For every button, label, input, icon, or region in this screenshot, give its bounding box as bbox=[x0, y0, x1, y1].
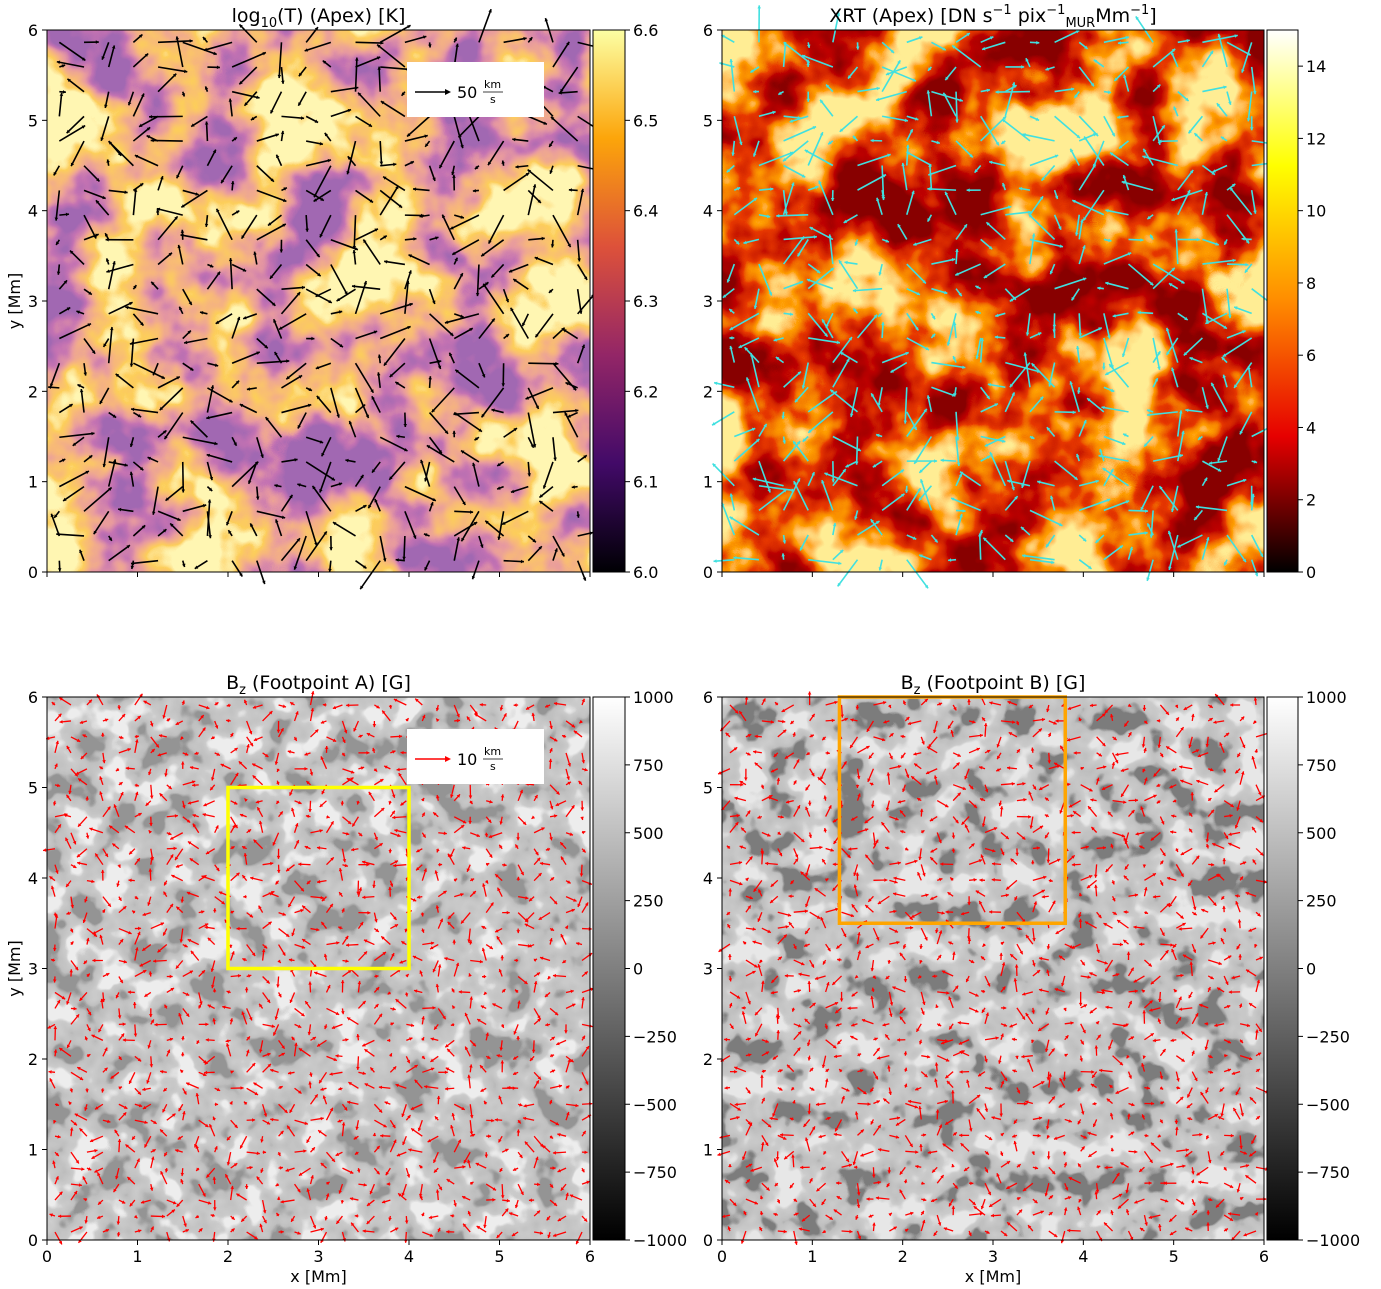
colorbar-tick-label: 12 bbox=[1306, 129, 1326, 148]
title-part: MUR bbox=[1065, 16, 1095, 31]
quiver-arrow-head bbox=[757, 5, 761, 8]
title-part: (T) (Apex) [K] bbox=[277, 5, 405, 27]
colorbar-tick-label: 10 bbox=[1306, 202, 1326, 221]
y-tick-label: 3 bbox=[28, 960, 38, 979]
y-tick-label: 4 bbox=[28, 869, 38, 888]
colorbar-tick-label: 8 bbox=[1306, 274, 1316, 293]
y-tick-label: 3 bbox=[28, 292, 38, 311]
title-part: 10 bbox=[261, 16, 278, 31]
quiver-arrow bbox=[857, 437, 858, 465]
y-axis-label: y [Mm] bbox=[5, 273, 24, 329]
x-tick-label: 3 bbox=[313, 1247, 323, 1266]
colorbar-tick-label: 6.3 bbox=[633, 292, 658, 311]
quiver-arrow bbox=[504, 561, 524, 562]
y-tick-label: 2 bbox=[703, 382, 713, 401]
colorbar-tick-label: −750 bbox=[633, 1163, 677, 1182]
x-tick-label: 1 bbox=[132, 1247, 142, 1266]
y-tick-label: 3 bbox=[703, 292, 713, 311]
y-tick-label: 6 bbox=[28, 21, 38, 40]
panel-title: log10(T) (Apex) [K] bbox=[232, 5, 406, 31]
colorbar-tick-label: 1000 bbox=[633, 688, 674, 707]
x-tick-label: 0 bbox=[42, 1247, 52, 1266]
x-tick-label: 6 bbox=[585, 1247, 595, 1266]
colorbar-tick-label: 0 bbox=[633, 960, 643, 979]
title-part: log bbox=[232, 5, 261, 27]
panel-title: XRT (Apex) [DN s−1 pix−1MURMm−1] bbox=[829, 3, 1156, 31]
quiver-arrow bbox=[356, 42, 384, 43]
colorbar-tick-label: 2 bbox=[1306, 491, 1316, 510]
quiver-key-unit-den: s bbox=[490, 93, 496, 106]
colorbar bbox=[1267, 30, 1298, 572]
y-tick-label: 5 bbox=[28, 111, 38, 130]
quiver-arrow bbox=[379, 67, 380, 92]
colorbar-tick-label: 6.0 bbox=[633, 563, 658, 582]
y-tick-label: 0 bbox=[28, 563, 38, 582]
y-tick-label: 4 bbox=[703, 202, 713, 221]
quiver-key-unit-num: km bbox=[484, 78, 501, 91]
quiver-arrow bbox=[183, 462, 184, 493]
y-tick-label: 2 bbox=[28, 1050, 38, 1069]
quiver-arrow bbox=[1227, 264, 1248, 265]
quiver-arrow bbox=[404, 536, 405, 560]
quiver-arrow bbox=[980, 533, 981, 559]
colorbar bbox=[593, 697, 625, 1240]
y-tick-label: 2 bbox=[28, 382, 38, 401]
panel-title: Bz (Footpoint A) [G] bbox=[226, 672, 411, 698]
y-tick-label: 5 bbox=[703, 111, 713, 130]
y-tick-label: 0 bbox=[703, 563, 713, 582]
title-part: (Footpoint A) [G] bbox=[246, 672, 411, 694]
title-part: ] bbox=[1149, 5, 1156, 27]
x-tick-label: 4 bbox=[404, 1247, 414, 1266]
title-part: B bbox=[226, 672, 239, 694]
colorbar-tick-label: 6.2 bbox=[633, 382, 658, 401]
colorbar-tick-label: 6.4 bbox=[633, 202, 658, 221]
colorbar-tick-label: −500 bbox=[633, 1095, 677, 1114]
colorbar-tick-label: 6 bbox=[1306, 346, 1316, 365]
x-axis-label: x [Mm] bbox=[290, 1267, 346, 1286]
title-part: −1 bbox=[1046, 3, 1065, 18]
y-axis-label: y [Mm] bbox=[5, 940, 24, 996]
title-part: −1 bbox=[992, 3, 1011, 18]
heatmap-field bbox=[722, 30, 1264, 572]
y-tick-label: 4 bbox=[28, 202, 38, 221]
colorbar-tick-label: 6.1 bbox=[633, 473, 658, 492]
y-tick-label: 1 bbox=[28, 473, 38, 492]
y-tick-label: 6 bbox=[28, 688, 38, 707]
quiver-key-unit-num: km bbox=[484, 745, 501, 758]
y-tick-label: 6 bbox=[703, 21, 713, 40]
colorbar-tick-label: 4 bbox=[1306, 418, 1316, 437]
quiver-key-unit-den: s bbox=[490, 760, 496, 773]
colorbar-tick-label: 14 bbox=[1306, 57, 1326, 76]
quiver-arrow bbox=[776, 215, 808, 216]
quiver-arrow-head bbox=[808, 692, 812, 695]
colorbar-tick-label: −250 bbox=[633, 1027, 677, 1046]
quiver-arrow bbox=[151, 140, 183, 141]
colorbar-tick-label: 6.5 bbox=[633, 111, 658, 130]
colorbar-tick-label: 0 bbox=[1306, 563, 1316, 582]
heatmap-field bbox=[722, 697, 1264, 1240]
quiver-key-value: 50 bbox=[457, 83, 477, 102]
y-tick-label: 5 bbox=[28, 779, 38, 798]
colorbar-tick-label: 500 bbox=[633, 824, 664, 843]
colorbar-tick-label: −1000 bbox=[633, 1231, 687, 1250]
quiver-arrow-head bbox=[714, 559, 717, 563]
colorbar-tick-label: 750 bbox=[633, 756, 664, 775]
colorbar-tick-label: 6.6 bbox=[633, 21, 658, 40]
title-part: Mm bbox=[1095, 5, 1130, 27]
x-tick-label: 5 bbox=[494, 1247, 504, 1266]
quiver-key-value: 10 bbox=[457, 750, 477, 769]
title-part: −1 bbox=[1130, 3, 1149, 18]
title-part: XRT (Apex) [DN s bbox=[829, 5, 992, 27]
y-tick-label: 1 bbox=[703, 473, 713, 492]
y-tick-label: 0 bbox=[28, 1231, 38, 1250]
x-tick-label: 2 bbox=[223, 1247, 233, 1266]
quiver-arrow bbox=[956, 92, 957, 123]
colorbar bbox=[593, 30, 625, 572]
title-part: pix bbox=[1012, 5, 1047, 27]
y-tick-label: 1 bbox=[28, 1141, 38, 1160]
colorbar-tick-label: 250 bbox=[633, 892, 664, 911]
